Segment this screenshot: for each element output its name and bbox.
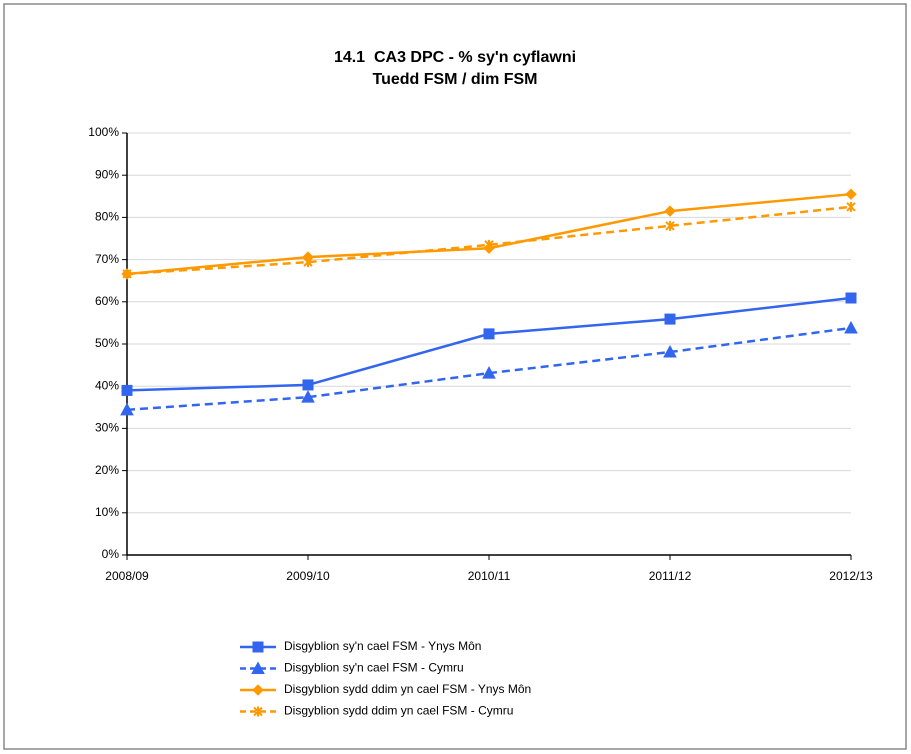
point [665, 220, 675, 231]
y-tick-label: 0% [102, 547, 120, 561]
chart-subtitle: Tuedd FSM / dim FSM [372, 71, 537, 88]
y-tick-label: 100% [88, 125, 119, 139]
point [483, 328, 495, 340]
point [663, 344, 677, 358]
x-tick-label: 2008/09 [105, 569, 149, 583]
y-tick-label: 40% [95, 378, 119, 392]
point [303, 257, 313, 268]
point [482, 366, 496, 379]
point [302, 379, 314, 391]
legend-label: Disgyblion sydd ddim yn cael FSM - Cymru [284, 704, 513, 718]
legend-marker [253, 706, 263, 717]
y-tick-label: 80% [95, 210, 119, 224]
point [845, 188, 857, 200]
legend-marker [252, 684, 264, 696]
point [844, 320, 858, 334]
y-tick-label: 90% [95, 167, 119, 181]
point [122, 268, 132, 279]
series-line [126, 205, 852, 276]
x-tick-label: 2009/10 [286, 569, 330, 583]
x-tick-label: 2012/13 [829, 569, 873, 583]
y-tick-label: 50% [95, 336, 119, 350]
point [301, 390, 315, 403]
legend-label: Disgyblion sy'n cael FSM - Cymru [284, 661, 464, 675]
y-tick-label: 30% [95, 421, 119, 435]
point [484, 239, 494, 250]
legend-label: Disgyblion sydd ddim yn cael FSM - Ynys … [284, 682, 531, 696]
legend-marker [252, 641, 264, 653]
point [845, 292, 857, 304]
chart-title: 14.1 CA3 DPC - % sy'n cyflawni [334, 49, 576, 66]
y-tick-label: 10% [95, 505, 119, 519]
legend-label: Disgyblion sy'n cael FSM - Ynys Môn [284, 639, 481, 653]
y-tick-label: 60% [95, 294, 119, 308]
point [664, 313, 676, 325]
point [846, 201, 856, 212]
x-tick-label: 2011/12 [649, 569, 692, 583]
point [121, 384, 133, 396]
y-tick-label: 20% [95, 463, 119, 477]
point [120, 402, 134, 416]
point [664, 205, 676, 217]
x-tick-label: 2010/11 [468, 569, 511, 583]
y-tick-label: 70% [95, 252, 119, 266]
legend-marker [251, 661, 265, 674]
